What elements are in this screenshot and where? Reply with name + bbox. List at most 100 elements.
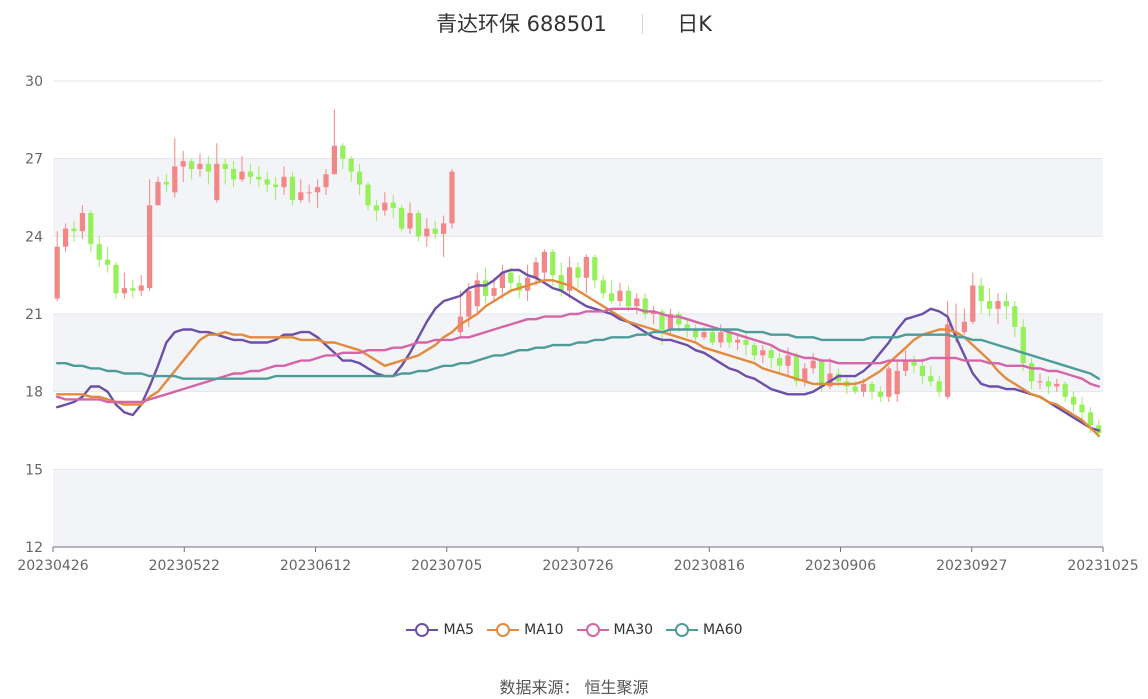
candle-down	[592, 257, 598, 281]
candle-down	[1045, 381, 1052, 387]
candle-down	[415, 213, 422, 237]
candle-up	[440, 223, 447, 234]
candle-down	[793, 355, 800, 382]
candle-down	[684, 324, 690, 330]
candle-up	[298, 192, 304, 201]
candle-down	[163, 181, 170, 185]
y-axis: 12 15 18 21 24 27 30	[25, 74, 43, 556]
x-tick-label: 20230927	[936, 558, 1007, 574]
x-tick-label: 20230906	[805, 558, 876, 574]
candle-down	[751, 345, 758, 356]
legend-label: MA30	[613, 622, 654, 638]
candle-up	[944, 324, 951, 397]
candle-up	[566, 267, 573, 291]
candle-up	[583, 257, 590, 278]
candle-up	[306, 192, 312, 194]
candle-up	[146, 205, 153, 289]
legend-marker-icon	[666, 623, 699, 637]
candle-up	[650, 311, 657, 314]
candle-up	[760, 350, 766, 356]
candle-up	[331, 145, 338, 175]
candle-down	[482, 280, 489, 296]
y-tick-label: 12	[25, 540, 43, 556]
candle-down	[432, 228, 438, 234]
candle-down	[936, 381, 942, 392]
candle-down	[768, 350, 774, 359]
y-tick-label: 24	[25, 229, 43, 245]
candle-up	[79, 213, 86, 232]
legend-item-ma60[interactable]: MA60	[665, 622, 743, 638]
legend: MA5 MA10 MA30 MA60	[0, 622, 1148, 642]
stock-name-code: 青达环保 688501	[436, 12, 607, 36]
candle-up	[54, 246, 60, 299]
candle-up	[121, 288, 128, 294]
candle-up	[995, 301, 1001, 309]
y-tick-label: 30	[25, 74, 43, 90]
candle-down	[776, 358, 783, 366]
y-tick-label: 27	[25, 152, 43, 168]
candle-up	[734, 339, 741, 343]
candle-down	[869, 383, 875, 392]
candle-down	[230, 169, 237, 180]
candle-down	[852, 386, 858, 392]
candle-down	[289, 176, 296, 201]
chart-title: 青达环保 688501 日K	[0, 8, 1148, 38]
candle-up	[323, 174, 329, 188]
x-tick-label: 20230612	[280, 558, 351, 574]
legend-item-ma10[interactable]: MA10	[486, 622, 564, 638]
candle-down	[575, 267, 581, 278]
x-axis: 20230426 20230522 20230612 20230705 20230726…	[17, 546, 1139, 574]
candle-up	[499, 272, 506, 289]
moving-average-lines	[56, 268, 1101, 437]
candle-up	[180, 161, 186, 167]
candle-down	[222, 163, 228, 170]
candle-down	[1012, 306, 1018, 327]
candle-up	[138, 285, 144, 291]
candle-down	[373, 205, 380, 211]
legend-item-ma5[interactable]: MA5	[405, 622, 474, 638]
candle-down	[642, 298, 648, 314]
candle-down	[340, 145, 346, 159]
candle-up	[667, 314, 674, 330]
candle-down	[247, 171, 254, 177]
candle-up	[634, 298, 640, 307]
candle-down	[188, 161, 195, 170]
legend-label: MA10	[524, 622, 564, 638]
x-tick-label: 20230726	[542, 558, 613, 574]
ma-line-ma30	[56, 307, 1101, 404]
title-separator	[641, 14, 643, 34]
candle-up	[701, 332, 707, 338]
legend-item-ma30[interactable]: MA30	[576, 622, 653, 638]
candle-up	[155, 181, 161, 206]
legend-label: MA60	[703, 622, 743, 638]
ma-line-ma60	[56, 328, 1101, 380]
candle-up	[474, 280, 480, 307]
ma-line-ma5	[56, 268, 1101, 432]
candle-down	[1087, 412, 1094, 426]
data-source: 数据来源： 恒生聚源	[499, 678, 649, 697]
x-tick-label: 20230816	[674, 558, 745, 574]
candle-down	[676, 314, 682, 325]
candle-down	[978, 285, 984, 302]
candle-up	[1054, 383, 1060, 387]
period-label: 日K	[677, 12, 712, 36]
candle-down	[348, 158, 354, 172]
candle-down	[1028, 363, 1035, 382]
candle-up	[197, 163, 203, 170]
candle-up	[382, 202, 388, 211]
candle-down	[928, 376, 934, 382]
candle-down	[1020, 326, 1026, 364]
candle-down	[508, 272, 514, 283]
y-tick-label: 18	[25, 385, 43, 401]
candle-up	[1037, 381, 1043, 383]
y-tick-label: 15	[25, 462, 43, 478]
candle-down	[818, 360, 825, 387]
candle-down	[692, 329, 699, 338]
candle-down	[600, 280, 606, 294]
candle-up	[491, 288, 497, 296]
candle-up	[617, 290, 623, 302]
legend-label: MA5	[443, 622, 475, 638]
candle-up	[541, 251, 548, 273]
candle-down	[130, 288, 136, 291]
